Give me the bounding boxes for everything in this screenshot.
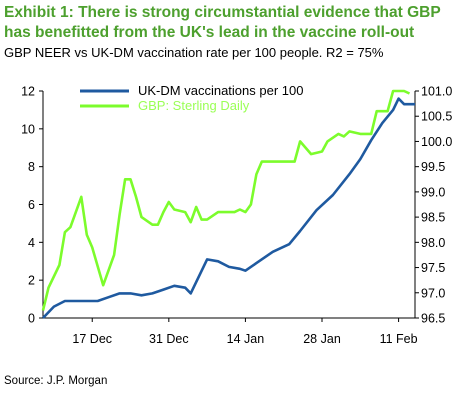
x-tick-label-3: 28 Jan xyxy=(303,332,341,346)
legend: UK-DM vaccinations per 100 GBP: Sterling… xyxy=(80,83,303,113)
series-line-uk-dm-vaccinations xyxy=(42,97,415,319)
left-tick-label-3: 6 xyxy=(28,198,35,212)
right-tick-label-3: 98.0 xyxy=(421,236,445,250)
series-line-vaccinations xyxy=(41,89,411,311)
right-tick-label-6: 99.5 xyxy=(421,160,445,174)
left-tick-label-0: 0 xyxy=(28,312,35,326)
right-tick-label-2: 97.5 xyxy=(421,261,445,275)
right-tick-label-7: 100.0 xyxy=(421,135,452,149)
right-tick-label-4: 98.5 xyxy=(421,211,445,225)
source-note: Source: J.P. Morgan xyxy=(4,375,108,387)
left-tick-label-4: 8 xyxy=(28,160,35,174)
left-tick-label-5: 10 xyxy=(21,122,35,136)
right-tick-label-5: 99.0 xyxy=(421,185,445,199)
left-axis-ticks: 0 2 4 6 8 10 12 xyxy=(21,85,43,326)
left-tick-label-1: 2 xyxy=(28,274,35,288)
right-tick-label-0: 96.5 xyxy=(421,312,445,326)
left-tick-label-2: 4 xyxy=(28,236,35,250)
legend-label-vaccinations: UK-DM vaccinations per 100 xyxy=(138,83,303,98)
legend-label-gbp: GBP: Sterling Daily xyxy=(138,98,250,113)
left-tick-label-6: 12 xyxy=(21,85,35,99)
chart-subtitle: GBP NEER vs UK-DM vaccination rate per 1… xyxy=(4,45,384,60)
x-tick-label-0: 17 Dec xyxy=(72,332,112,346)
right-tick-label-9: 101.0 xyxy=(421,85,452,99)
chart-title: Exhibit 1: There is strong circumstantia… xyxy=(4,4,441,41)
x-tick-label-2: 14 Jan xyxy=(227,332,265,346)
right-tick-label-1: 97.0 xyxy=(421,286,445,300)
right-tick-label-8: 100.5 xyxy=(421,110,452,124)
x-tick-label-1: 31 Dec xyxy=(149,332,189,346)
right-axis-ticks: 96.5 97.0 97.5 98.0 98.5 99.0 99.5 100.0 100.5 10… xyxy=(415,85,452,326)
x-axis-ticks: 17 Dec 31 Dec 14 Jan 28 Jan 11 Feb xyxy=(72,318,418,346)
x-tick-label-4: 11 Feb xyxy=(380,332,418,346)
